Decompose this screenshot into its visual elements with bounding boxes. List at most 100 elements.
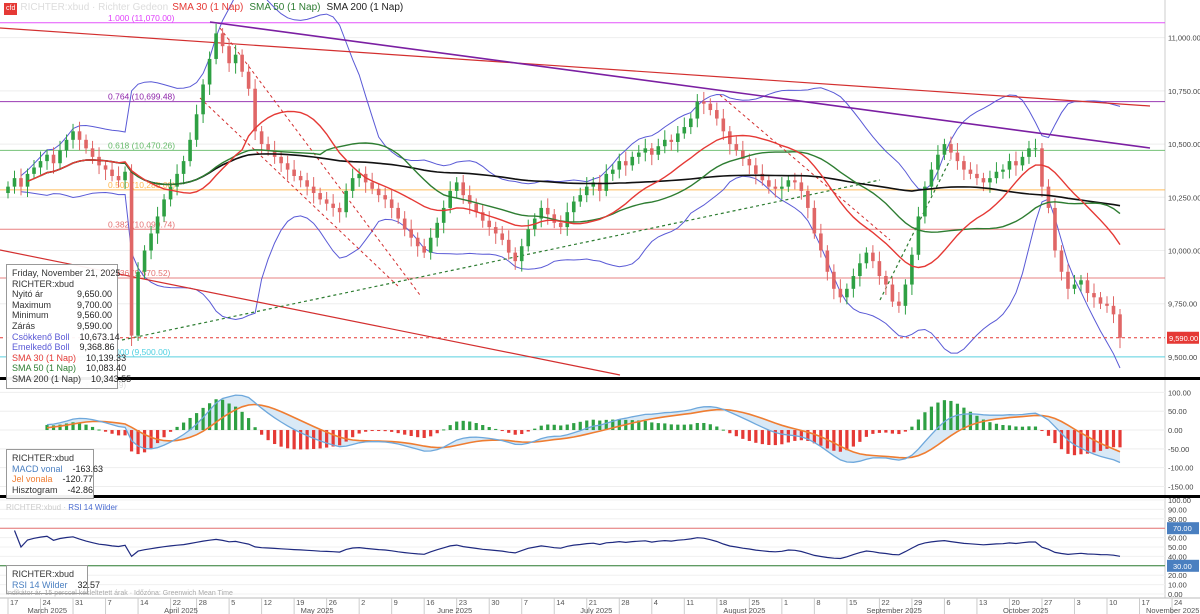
fib-label: 0.500 (10,285.00): [108, 180, 175, 190]
macd-histogram-bar: [851, 430, 855, 447]
info-row-value: 10,343.55: [91, 373, 132, 384]
macd-histogram-bar: [273, 430, 277, 445]
info-row-label: Minimum: [12, 310, 49, 321]
candle-body: [201, 84, 205, 115]
macd-histogram-bar: [533, 428, 537, 431]
candle-body: [1059, 250, 1064, 272]
candle-body: [181, 161, 186, 174]
macd-histogram-bar: [188, 417, 192, 431]
candle-body: [1014, 161, 1018, 166]
macd-histogram-bar: [695, 422, 699, 431]
candle-body: [1046, 186, 1051, 208]
candle-body: [1085, 280, 1090, 294]
info-row: Csökkenő Boll 10,673.14: [12, 332, 120, 343]
x-month-label: April 2025: [164, 606, 198, 614]
dashed-channel-line: [219, 27, 421, 296]
candle-body: [227, 46, 231, 64]
candle-body: [402, 218, 407, 230]
candle-body: [617, 161, 622, 170]
info-row: MACD vonal -163.63: [12, 464, 103, 475]
x-month-label: October 2025: [1003, 606, 1048, 614]
macd-histogram-bar: [1072, 430, 1077, 456]
macd-histogram-bar: [890, 430, 894, 434]
info-row-label: SMA 200 (1 Nap): [12, 373, 82, 384]
rsi-tick-label: 80.00: [1168, 515, 1187, 524]
x-month-label: May 2025: [301, 606, 334, 614]
x-day-label: 22: [173, 598, 181, 607]
macd-histogram-bar: [942, 400, 947, 431]
macd-histogram-bar: [702, 422, 706, 431]
candle-body: [793, 180, 797, 183]
info-row-value: -163.63: [72, 463, 104, 474]
fib-label: 0.618 (10,470.26): [108, 140, 175, 150]
info-row-value: -120.77: [62, 474, 94, 485]
x-axis: 17 24 31 7 14 22 28 5 12 19 26 2 9 16 23 30 7 14 21 28 4 11 18…: [0, 597, 1200, 614]
candle-body: [949, 144, 953, 153]
macd-histogram-bar: [1066, 430, 1070, 454]
macd-histogram-bar: [1001, 425, 1005, 431]
macd-histogram-bar: [806, 430, 810, 441]
candle-body: [194, 114, 199, 140]
candle-body: [142, 250, 147, 272]
candle-body: [129, 171, 134, 336]
rsi-tick-label: 10.00: [1168, 581, 1187, 590]
fib-label: 0.382 (10,099.74): [108, 219, 175, 229]
macd-histogram-bar: [923, 412, 927, 431]
macd-histogram-bar: [500, 430, 504, 432]
x-day-label: 8: [816, 598, 820, 607]
macd-histogram-bar: [669, 424, 673, 431]
x-day-label: 25: [751, 598, 759, 607]
dashed-channel-line: [199, 97, 401, 289]
x-day-label: 16: [426, 598, 434, 607]
candle-body: [656, 146, 661, 155]
x-day-label: 31: [75, 598, 83, 607]
info-row-value: 32.57: [77, 579, 101, 590]
macd-histogram-bar: [77, 422, 82, 431]
macd-histogram-bar: [370, 430, 374, 432]
x-day-label: 27: [1044, 598, 1052, 607]
macd-histogram-bar: [728, 430, 732, 434]
candle-body: [910, 254, 914, 285]
macd-tick-label: 0.00: [1168, 426, 1183, 435]
macd-histogram-bar: [897, 430, 901, 435]
macd-histogram-bar: [650, 422, 654, 431]
candle-body: [981, 178, 986, 183]
sma200-line: [40, 153, 1121, 207]
candles: [6, 23, 1122, 349]
legend-item-1: SMA 50 (1 Nap): [249, 2, 321, 13]
candle-body: [116, 176, 121, 181]
macd-histogram-bar: [299, 430, 303, 450]
info-row-value: 9,700.00: [76, 299, 112, 310]
candle-body: [110, 169, 114, 177]
candle-body: [259, 131, 264, 145]
macd-histogram-bar: [877, 430, 881, 433]
macd-histogram-bar: [520, 430, 524, 435]
macd-histogram-bar: [260, 430, 264, 435]
macd-histogram-bar: [286, 430, 290, 449]
x-day-label: 7: [524, 598, 528, 607]
candle-body: [1020, 156, 1025, 166]
candle-body: [623, 161, 628, 166]
candle-body: [266, 144, 270, 151]
info-row: RSI 14 Wilder 32.57: [12, 580, 100, 591]
macd-histogram-bar: [266, 430, 270, 441]
macd-histogram-bar: [396, 430, 400, 434]
x-day-label: 26: [329, 598, 337, 607]
dashed-rise-line: [879, 159, 951, 301]
macd-histogram-bar: [1020, 426, 1025, 431]
candle-body: [188, 139, 192, 162]
candle-body: [357, 173, 361, 179]
macd-histogram-bar: [819, 430, 823, 446]
macd-histogram-bar: [377, 430, 381, 432]
macd-histogram-bar: [227, 403, 231, 431]
bollinger-lower-line: [20, 175, 1121, 369]
macd-histogram-bar: [663, 423, 667, 431]
candle-body: [246, 71, 251, 89]
info-row: SMA 30 (1 Nap) 10,139.33: [12, 353, 126, 364]
candle-body: [45, 154, 49, 162]
candle-body: [279, 156, 283, 164]
ticker-label: RICHTER:xbud · Richter Gedeon: [20, 2, 169, 13]
candle-body: [409, 229, 413, 238]
dashed-channel-line: [719, 94, 891, 241]
